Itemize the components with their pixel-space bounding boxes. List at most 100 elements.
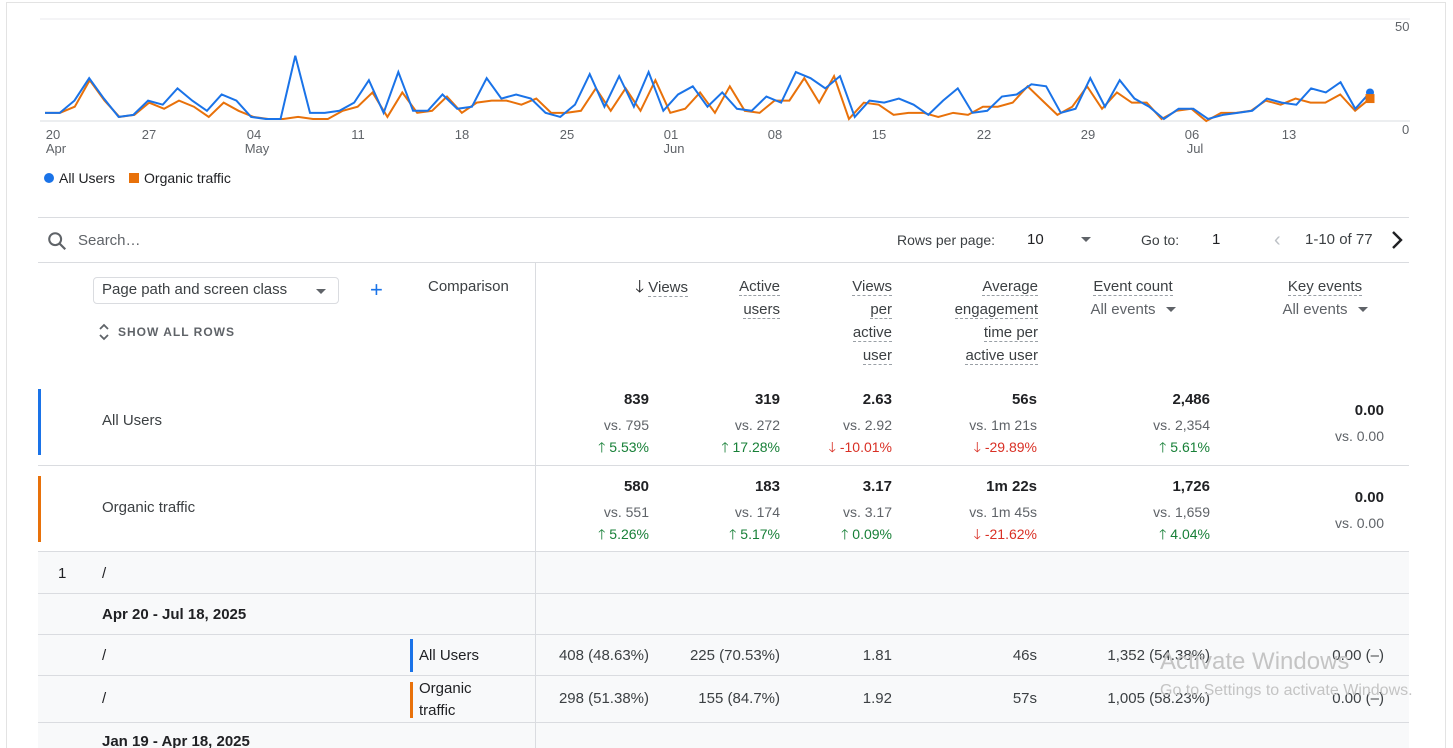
date-range-row: Apr 20 - Jul 18, 2025 (38, 593, 1409, 635)
circle-icon (44, 173, 54, 183)
change-value: 0.09% (852, 526, 892, 542)
search-input[interactable] (78, 228, 378, 252)
arrow-up-icon: 🡑 (841, 526, 849, 542)
metric-value: 2.63 (862, 391, 892, 408)
metric-change: 🡑 5.53% (519, 438, 649, 456)
arrow-down-icon: 🡓 (973, 526, 981, 542)
search-icon[interactable] (46, 230, 68, 252)
segment-color-bar (38, 476, 41, 542)
cell-event-count: 1,005 (58.23%) (1107, 690, 1210, 707)
activate-windows-title: Activate Windows (1160, 648, 1350, 675)
table-row[interactable]: / Organic traffic 298 (51.38%) 155 (84.7%… (38, 675, 1409, 723)
col-label-line: Average (982, 278, 1038, 296)
metric-compare: vs. 0.00 (1334, 515, 1384, 531)
column-divider (535, 594, 536, 635)
metric-views: 580 vs. 551 🡑 5.26% (519, 478, 649, 543)
row-index: 1 (58, 565, 67, 582)
metric-value: 183 (754, 478, 780, 495)
col-key-events[interactable]: Key events All events (1260, 275, 1390, 321)
col-views-per-active-user[interactable]: Views per active user (792, 275, 892, 367)
goto-label: Go to: (1141, 232, 1180, 248)
col-views[interactable]: 🡓 Views (578, 275, 688, 299)
metric-change: 🡑 0.09% (762, 525, 892, 543)
report-frame (6, 2, 1446, 748)
square-icon (129, 173, 140, 183)
series-end-marker-organic-traffic[interactable] (1365, 94, 1375, 104)
table-row[interactable]: 1 / (38, 551, 1409, 594)
metric-key-events: 0.00 vs. 0.00 (1254, 489, 1384, 532)
chevron-down-icon[interactable] (1081, 237, 1091, 242)
metric-value: 56s (1011, 391, 1037, 408)
arrow-up-icon: 🡑 (598, 439, 606, 455)
cell-active-users: 155 (84.7%) (698, 690, 780, 707)
col-label-line: active (852, 324, 892, 342)
chevron-down-icon (1357, 307, 1368, 312)
column-divider (535, 676, 536, 723)
x-tick-day: 01 (664, 127, 678, 142)
row-path[interactable]: / (102, 647, 107, 664)
event-filter-select[interactable]: All events (1068, 298, 1198, 321)
metric-engagement-time: 1m 22s vs. 1m 45s 🡓 -21.62% (907, 478, 1037, 543)
metric-compare: vs. 0.00 (1334, 428, 1384, 444)
metric-change: 🡓 -21.62% (907, 525, 1037, 543)
metric-compare: vs. 2.92 (842, 417, 892, 433)
metric-views-per-user: 2.63 vs. 2.92 🡓 -10.01% (762, 391, 892, 456)
series-line-all-users (45, 55, 1371, 121)
x-tick-month: Jul (1187, 141, 1204, 156)
change-value: 17.28% (732, 439, 780, 455)
chart-legend: All Users Organic traffic (44, 170, 231, 186)
metric-compare: vs. 3.17 (842, 504, 892, 520)
x-tick-month: Apr (46, 141, 67, 156)
chevron-left-icon[interactable]: ‹ (1274, 229, 1281, 251)
metric-value: 3.17 (862, 478, 892, 495)
date-range-row: Jan 19 - Apr 18, 2025 (38, 722, 1409, 748)
comparison-header: Comparison (428, 278, 509, 295)
metric-change: 🡑 4.04% (1080, 525, 1210, 543)
goto-input[interactable]: 1 (1212, 231, 1221, 248)
x-tick-day: 20 (46, 127, 60, 142)
date-range-label: Jan 19 - Apr 18, 2025 (102, 733, 250, 748)
col-avg-engagement-time[interactable]: Average engagement time per active user (918, 275, 1038, 367)
dimension-select[interactable]: Page path and screen class (93, 277, 339, 304)
col-event-count[interactable]: Event count All events (1068, 275, 1198, 321)
legend-all-users[interactable]: All Users (44, 170, 115, 186)
x-tick-day: 15 (872, 127, 886, 142)
row-path[interactable]: / (102, 690, 107, 707)
change-value: -10.01% (839, 439, 892, 455)
add-dimension-button[interactable]: + (370, 277, 383, 302)
metric-value: 1m 22s (986, 478, 1037, 495)
metric-engagement-time: 56s vs. 1m 21s 🡓 -29.89% (907, 391, 1037, 456)
metric-compare: vs. 551 (603, 504, 649, 520)
table-row[interactable]: / All Users 408 (48.63%) 225 (70.53%) 1.… (38, 634, 1409, 676)
col-views-label: Views (648, 279, 688, 297)
table-toolbar: Rows per page: 10 Go to: 1 ‹ 1-10 of 77 (38, 217, 1409, 263)
chevron-down-icon (316, 289, 326, 294)
metric-value: 0.00 (1354, 402, 1384, 419)
rows-per-page-select[interactable]: 10 (1027, 231, 1044, 248)
metric-change: 🡑 5.26% (519, 525, 649, 543)
x-tick-month: Jun (664, 141, 685, 156)
row-path[interactable]: / (102, 565, 107, 582)
metric-compare: vs. 795 (603, 417, 649, 433)
metric-compare: vs. 1m 45s (969, 504, 1037, 520)
change-value: -29.89% (984, 439, 1037, 455)
y-tick-zero: 0 (1402, 122, 1409, 137)
segment-color-bar (38, 389, 41, 455)
show-all-rows-button[interactable]: SHOW ALL ROWS (98, 323, 235, 341)
col-active-users[interactable]: Active users (678, 275, 780, 321)
metric-value: 580 (623, 478, 649, 495)
metric-change: 🡓 -10.01% (762, 438, 892, 456)
col-label-line: per (870, 301, 892, 319)
page-range: 1-10 of 77 (1305, 231, 1373, 248)
summary-row-organic-traffic: Organic traffic 580 vs. 551 🡑 5.26% 183 … (38, 465, 1409, 551)
legend-organic-traffic[interactable]: Organic traffic (129, 170, 231, 186)
key-event-filter-select[interactable]: All events (1260, 298, 1390, 321)
metric-value: 319 (754, 391, 780, 408)
chevron-right-icon[interactable] (1388, 229, 1406, 251)
cell-key-events: 0.00 (–) (1332, 690, 1384, 707)
change-value: 5.26% (609, 526, 649, 542)
cell-views-per-user: 1.92 (862, 690, 892, 707)
arrow-down-icon: 🡓 (828, 439, 836, 455)
